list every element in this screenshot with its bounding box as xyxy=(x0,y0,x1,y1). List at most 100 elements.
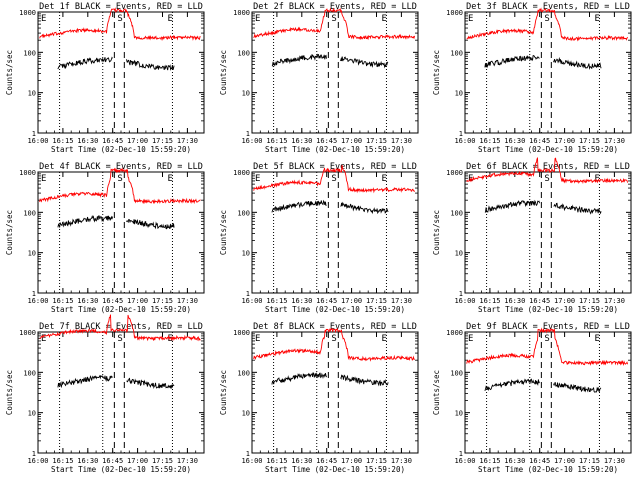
y-axis-label: Counts/sec xyxy=(432,50,441,95)
events-series-line xyxy=(271,371,389,387)
x-tick-label: 16:45 xyxy=(102,297,123,305)
x-tick-label: 17:30 xyxy=(391,457,412,465)
events-series-line xyxy=(57,374,175,389)
saa-marker: S xyxy=(117,174,122,184)
plot-frame xyxy=(464,11,632,134)
x-tick-label: 17:30 xyxy=(391,137,412,145)
x-tick-label: 17:30 xyxy=(177,137,198,145)
x-tick-label: 16:30 xyxy=(291,457,312,465)
y-tick-label: 10 xyxy=(455,410,463,418)
x-tick-label: 16:30 xyxy=(504,297,525,305)
x-tick-label: 16:15 xyxy=(52,137,73,145)
panel-det-4: Det 4f BLACK = Events, RED = LLD 1 10 100 10… xyxy=(5,162,205,314)
panel-title: Det 4f BLACK = Events, RED = LLD xyxy=(39,162,203,172)
x-tick-label: 16:45 xyxy=(316,297,337,305)
x-tick-label: 16:45 xyxy=(529,457,550,465)
y-tick-label: 1000 xyxy=(19,169,36,177)
y-tick-label: 10 xyxy=(242,250,250,258)
sunrise-marker: E xyxy=(468,334,473,344)
y-tick-label: 1 xyxy=(246,290,250,298)
sunrise-marker: E xyxy=(255,334,260,344)
saa-marker: S xyxy=(331,334,336,344)
lld-series-line xyxy=(39,167,201,205)
x-tick-label: 16:00 xyxy=(241,137,262,145)
x-axis-label: Start Time (02-Dec-10 15:59:20) xyxy=(478,145,618,154)
events-series-line xyxy=(271,199,389,215)
panel-det-3: Det 3f BLACK = Events, RED = LLD 1 10 100 10… xyxy=(432,2,632,154)
x-tick-label: 16:00 xyxy=(454,297,475,305)
x-tick-label: 16:00 xyxy=(27,457,48,465)
x-tick-label: 16:45 xyxy=(529,297,550,305)
sunset-marker: E xyxy=(167,334,172,344)
events-series-line xyxy=(484,199,602,215)
x-tick-label: 17:00 xyxy=(127,137,148,145)
sunset-marker: E xyxy=(381,14,386,24)
x-tick-label: 16:30 xyxy=(77,297,98,305)
x-tick-label: 16:30 xyxy=(504,137,525,145)
sunrise-marker: E xyxy=(41,174,46,184)
x-tick-label: 17:00 xyxy=(554,137,575,145)
x-tick-label: 16:45 xyxy=(316,137,337,145)
x-tick-label: 17:15 xyxy=(152,457,173,465)
plot-frame xyxy=(37,331,205,454)
panel-det-5: Det 5f BLACK = Events, RED = LLD 1 10 100 10… xyxy=(219,162,419,314)
events-series-line xyxy=(57,56,175,71)
plot-frame xyxy=(251,331,419,454)
y-tick-label: 1000 xyxy=(446,9,463,17)
x-tick-label: 16:30 xyxy=(77,137,98,145)
panel-title: Det 5f BLACK = Events, RED = LLD xyxy=(253,162,417,172)
x-tick-label: 17:15 xyxy=(579,457,600,465)
lld-series-line xyxy=(466,7,628,42)
x-tick-label: 17:15 xyxy=(579,137,600,145)
events-series-line xyxy=(271,53,389,69)
y-tick-label: 1 xyxy=(459,290,463,298)
y-axis-label: Counts/sec xyxy=(5,50,14,95)
plot-frame xyxy=(464,171,632,294)
y-tick-label: 1 xyxy=(459,450,463,458)
x-tick-label: 17:30 xyxy=(604,457,625,465)
y-tick-label: 100 xyxy=(23,369,36,377)
plot-frame xyxy=(37,171,205,294)
x-tick-label: 17:00 xyxy=(554,297,575,305)
sunrise-marker: E xyxy=(255,174,260,184)
lld-series-line xyxy=(466,327,629,367)
plot-frame xyxy=(37,11,205,134)
lld-series-line xyxy=(39,314,201,342)
y-tick-label: 10 xyxy=(28,410,36,418)
x-tick-label: 17:30 xyxy=(391,297,412,305)
x-tick-label: 16:15 xyxy=(479,137,500,145)
events-series-line xyxy=(57,215,175,230)
x-tick-label: 17:30 xyxy=(604,137,625,145)
x-tick-label: 17:30 xyxy=(604,297,625,305)
y-tick-label: 10 xyxy=(242,410,250,418)
x-tick-label: 17:00 xyxy=(341,297,362,305)
x-tick-label: 16:15 xyxy=(52,297,73,305)
x-tick-label: 16:00 xyxy=(454,457,475,465)
x-tick-label: 16:30 xyxy=(77,457,98,465)
plot-frame xyxy=(464,331,632,454)
y-axis-label: Counts/sec xyxy=(432,370,441,415)
sunrise-marker: E xyxy=(468,14,473,24)
x-axis-label: Start Time (02-Dec-10 15:59:20) xyxy=(265,145,405,154)
sunrise-marker: E xyxy=(255,14,260,24)
y-tick-label: 100 xyxy=(23,49,36,57)
y-tick-label: 1000 xyxy=(19,9,36,17)
y-tick-label: 1000 xyxy=(233,9,250,17)
y-tick-label: 10 xyxy=(28,90,36,98)
saa-marker: S xyxy=(544,334,549,344)
sunset-marker: E xyxy=(594,174,599,184)
saa-marker: S xyxy=(331,14,336,24)
y-tick-label: 1 xyxy=(246,130,250,138)
lld-series-line xyxy=(253,327,415,362)
sunset-marker: E xyxy=(594,14,599,24)
x-axis-label: Start Time (02-Dec-10 15:59:20) xyxy=(51,145,191,154)
x-axis-label: Start Time (02-Dec-10 15:59:20) xyxy=(265,465,405,474)
x-axis-label: Start Time (02-Dec-10 15:59:20) xyxy=(478,465,618,474)
x-tick-label: 17:15 xyxy=(366,137,387,145)
x-tick-label: 17:15 xyxy=(366,457,387,465)
x-axis-label: Start Time (02-Dec-10 15:59:20) xyxy=(265,305,405,314)
x-tick-label: 16:15 xyxy=(266,137,287,145)
y-tick-label: 1 xyxy=(32,130,36,138)
x-tick-label: 17:00 xyxy=(127,457,148,465)
y-axis-label: Counts/sec xyxy=(432,210,441,255)
